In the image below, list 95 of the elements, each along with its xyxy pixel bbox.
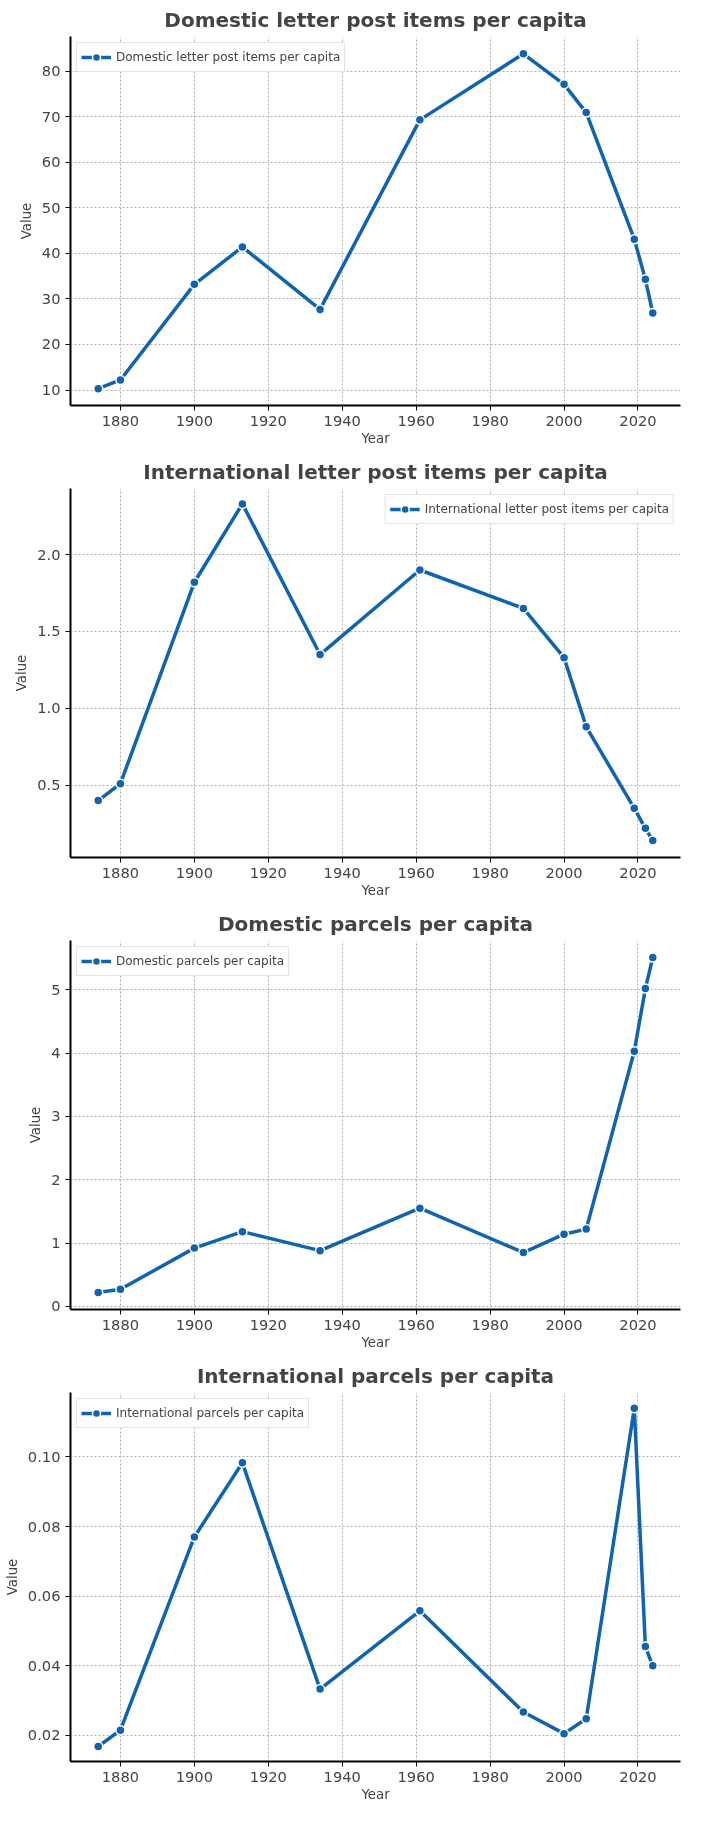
point [189, 1531, 200, 1543]
point [558, 79, 570, 90]
x-tick-label: 1960 [397, 863, 435, 881]
y-tick-label: 3 [51, 1107, 61, 1125]
x-tick-label: 1960 [397, 411, 435, 429]
legend-label: Domestic letter post items per capita [116, 50, 341, 64]
x-tick-label: 2000 [545, 411, 583, 429]
point [115, 374, 126, 386]
legend-label: International letter post items per capita [424, 502, 669, 516]
y-tick-label: 80 [41, 62, 61, 80]
y-tick-label: 0.10 [27, 1447, 61, 1465]
point [237, 498, 248, 510]
x-tick-label: 1940 [323, 863, 361, 881]
legend-label: Domestic parcels per capita [116, 954, 285, 968]
x-axis-title: Year [360, 1334, 391, 1350]
x-tick-label: 1900 [175, 863, 214, 881]
y-tick-label: 0.04 [27, 1656, 61, 1674]
x-tick-label: 1920 [249, 1767, 287, 1785]
x-tick-label: 1940 [323, 1767, 361, 1785]
y-tick-label: 1.5 [37, 622, 61, 640]
y-tick-label: 10 [41, 381, 61, 399]
point [115, 778, 126, 789]
point [518, 603, 529, 614]
y-axis-title: Value [14, 654, 30, 692]
x-tick-label: 1900 [175, 1767, 214, 1785]
y-tick-label: 2.0 [37, 545, 61, 563]
y-tick-label: 0.02 [27, 1726, 61, 1744]
point [115, 1284, 126, 1295]
point [640, 1641, 651, 1652]
point [414, 1202, 426, 1214]
x-axis-title: Year [360, 1786, 391, 1802]
y-axis-title: Value [28, 1106, 44, 1144]
y-axis-title: Value [18, 202, 34, 240]
legend-label: International parcels per capita [116, 1406, 305, 1420]
x-tick-label: 1900 [175, 1315, 214, 1333]
x-tick-label: 2020 [619, 1315, 657, 1333]
point [189, 1242, 200, 1254]
y-tick-label: 5 [51, 980, 61, 998]
y-tick-label: 70 [41, 107, 61, 125]
x-tick-label: 2020 [619, 411, 657, 429]
y-tick-label: 40 [41, 244, 61, 262]
point [237, 1226, 248, 1237]
y-axis-title: Value [4, 1558, 20, 1596]
x-tick-label: 1980 [471, 411, 509, 429]
point [189, 577, 200, 588]
point [629, 1046, 640, 1057]
y-tick-label: 20 [41, 335, 61, 353]
chart-title: International parcels per capita [196, 1363, 555, 1388]
x-tick-label: 2000 [545, 1767, 583, 1785]
x-tick-label: 1980 [471, 863, 509, 881]
point [115, 1724, 126, 1736]
point [314, 304, 326, 315]
x-tick-label: 1880 [101, 1767, 140, 1785]
y-tick-label: 2 [51, 1170, 61, 1188]
y-tick-label: 1.0 [37, 699, 61, 717]
x-tick-label: 1920 [249, 863, 287, 881]
x-tick-label: 1920 [249, 411, 287, 429]
x-tick-label: 2020 [619, 1767, 657, 1785]
x-tick-label: 1960 [397, 1767, 435, 1785]
point [558, 1228, 570, 1240]
x-tick-label: 1940 [323, 411, 361, 429]
y-tick-label: 0 [51, 1297, 61, 1315]
y-tick-label: 60 [41, 153, 61, 171]
x-tick-label: 1960 [397, 1315, 435, 1333]
chart-title: Domestic parcels per capita [218, 911, 533, 936]
y-tick-label: 0.5 [37, 776, 61, 794]
x-axis-title: Year [360, 430, 391, 446]
point [414, 564, 426, 576]
point [518, 1247, 529, 1258]
point [237, 241, 248, 253]
x-tick-label: 1880 [101, 863, 140, 881]
y-tick-label: 1 [51, 1234, 61, 1252]
x-tick-label: 1980 [471, 1767, 509, 1785]
x-tick-label: 1880 [101, 411, 140, 429]
point [189, 279, 200, 290]
y-tick-label: 0.08 [27, 1517, 61, 1535]
chart-title: International letter post items per capita [143, 459, 608, 484]
point [640, 823, 651, 834]
y-tick-label: 0.06 [27, 1587, 61, 1605]
x-tick-label: 1900 [175, 411, 214, 429]
x-tick-label: 1980 [471, 1315, 509, 1333]
chart-title: Domestic letter post items per capita [164, 7, 587, 32]
x-tick-label: 1940 [323, 1315, 361, 1333]
x-tick-label: 1880 [101, 1315, 140, 1333]
y-tick-label: 30 [41, 289, 61, 307]
x-tick-label: 2000 [545, 863, 583, 881]
y-tick-label: 50 [41, 198, 61, 216]
x-axis-title: Year [360, 882, 391, 898]
point [558, 1728, 570, 1739]
x-tick-label: 2020 [619, 863, 657, 881]
point [640, 983, 651, 994]
y-tick-label: 4 [51, 1044, 61, 1062]
x-tick-label: 1920 [249, 1315, 287, 1333]
point [640, 274, 651, 285]
x-tick-label: 2000 [545, 1315, 583, 1333]
